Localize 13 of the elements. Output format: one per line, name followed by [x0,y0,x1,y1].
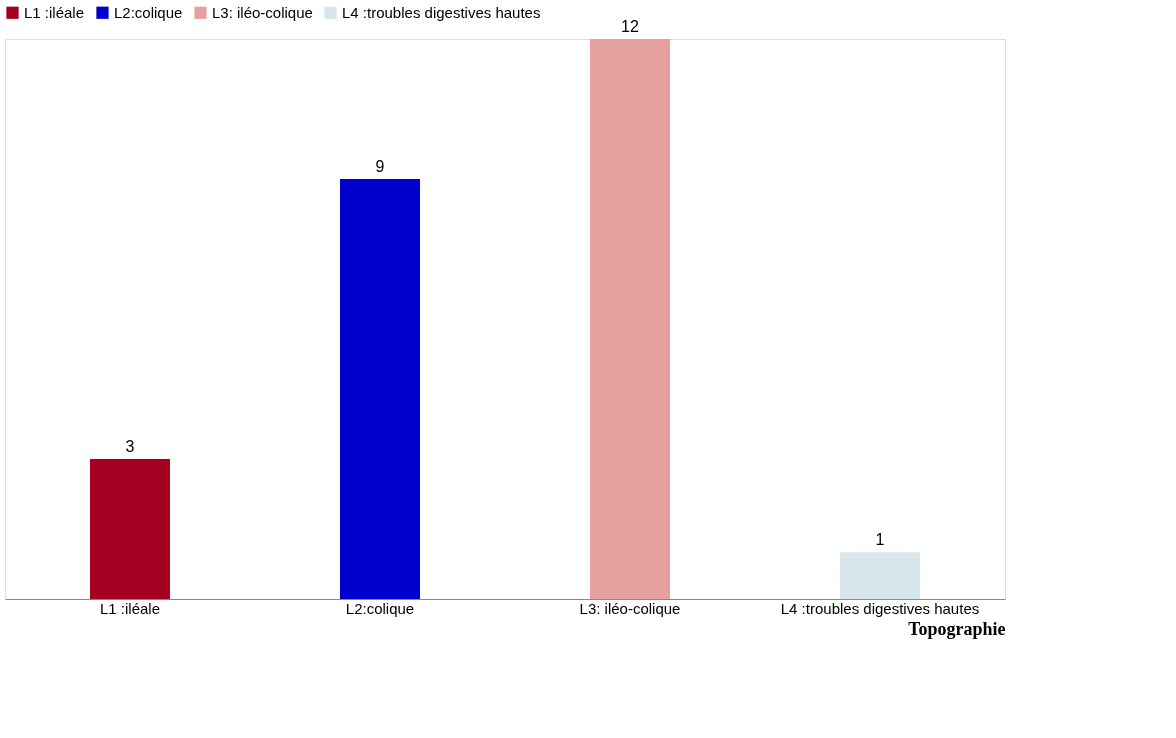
legend-label: L1 :iléale [24,3,85,21]
data-label: 1 [875,531,885,549]
x-tick-label: L3: iléo-colique [579,599,681,617]
data-label: 9 [375,158,385,175]
data-label: 3 [125,438,135,455]
x-tick-label: L4 :troubles digestives hautes [780,599,980,617]
data-label: 12 [621,18,639,35]
x-tick-label: L2:colique [345,599,415,617]
legend-label: L2:colique [114,3,183,21]
x-tick-label: L1 :iléale [99,599,161,617]
x-axis-title: Topographie [908,618,1006,639]
legend-label: L4 :troubles digestives hautes [342,3,541,21]
legend-label: L3: iléo-colique [212,3,313,21]
